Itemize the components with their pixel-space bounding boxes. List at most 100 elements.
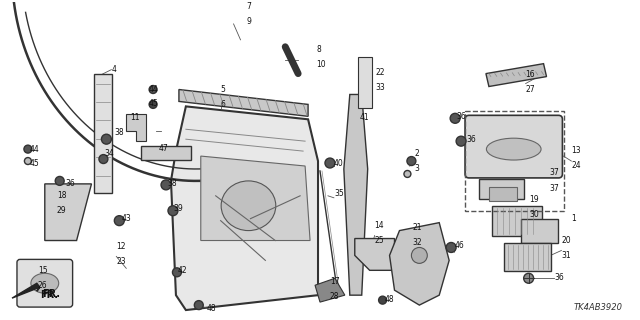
Circle shape xyxy=(325,158,335,168)
Polygon shape xyxy=(12,283,40,298)
Text: 47: 47 xyxy=(159,144,169,153)
Ellipse shape xyxy=(486,138,541,160)
Text: 18: 18 xyxy=(57,191,66,200)
Circle shape xyxy=(450,113,460,123)
Text: 40: 40 xyxy=(334,158,344,168)
Polygon shape xyxy=(171,106,318,310)
Text: 45: 45 xyxy=(149,99,159,108)
Bar xyxy=(504,244,552,271)
Text: 31: 31 xyxy=(561,252,571,260)
Text: 38: 38 xyxy=(115,128,124,137)
FancyBboxPatch shape xyxy=(465,115,563,178)
Polygon shape xyxy=(45,184,92,241)
Text: 23: 23 xyxy=(116,257,126,267)
Text: 20: 20 xyxy=(561,236,571,245)
Text: 2: 2 xyxy=(414,149,419,158)
Bar xyxy=(358,57,372,108)
Text: 37: 37 xyxy=(550,184,559,193)
Circle shape xyxy=(404,171,411,177)
Circle shape xyxy=(161,180,171,190)
Bar xyxy=(492,206,541,236)
Text: 5: 5 xyxy=(221,85,225,94)
Text: 24: 24 xyxy=(572,161,581,170)
Text: 10: 10 xyxy=(316,60,326,69)
Circle shape xyxy=(149,100,157,108)
Text: TK4AB3920: TK4AB3920 xyxy=(574,303,623,312)
Polygon shape xyxy=(201,156,310,241)
Text: 26: 26 xyxy=(38,281,47,290)
Text: 36: 36 xyxy=(456,112,466,121)
Text: 14: 14 xyxy=(374,220,384,229)
Circle shape xyxy=(412,247,428,263)
Text: 25: 25 xyxy=(374,236,384,244)
Text: 7: 7 xyxy=(246,2,252,11)
Text: 48: 48 xyxy=(207,304,216,313)
Polygon shape xyxy=(126,114,146,141)
Text: 28: 28 xyxy=(330,292,339,301)
Circle shape xyxy=(55,176,64,185)
Text: 6: 6 xyxy=(221,100,225,109)
Polygon shape xyxy=(344,94,368,295)
Text: 32: 32 xyxy=(412,237,422,246)
Text: 44: 44 xyxy=(30,145,40,154)
Text: 30: 30 xyxy=(530,210,540,219)
Bar xyxy=(479,179,524,199)
Bar xyxy=(95,74,113,193)
Text: 15: 15 xyxy=(38,266,47,275)
Circle shape xyxy=(149,85,157,93)
Polygon shape xyxy=(355,238,394,270)
Text: 34: 34 xyxy=(104,148,114,157)
Text: 9: 9 xyxy=(246,17,252,26)
Circle shape xyxy=(446,243,456,252)
Text: 36: 36 xyxy=(554,273,564,282)
Text: 35: 35 xyxy=(334,189,344,198)
Circle shape xyxy=(101,134,111,144)
Polygon shape xyxy=(486,64,547,86)
Text: 41: 41 xyxy=(360,113,369,122)
Circle shape xyxy=(524,273,534,283)
Text: 36: 36 xyxy=(466,135,476,144)
Text: 42: 42 xyxy=(178,266,188,275)
Text: 39: 39 xyxy=(173,204,182,213)
Ellipse shape xyxy=(31,273,59,293)
Text: 19: 19 xyxy=(530,195,540,204)
Text: 36: 36 xyxy=(66,180,76,188)
Text: 13: 13 xyxy=(572,146,581,155)
Text: 3: 3 xyxy=(414,164,419,173)
Circle shape xyxy=(24,145,32,153)
Text: 37: 37 xyxy=(550,168,559,178)
Text: 27: 27 xyxy=(525,84,535,93)
Circle shape xyxy=(168,206,178,216)
Circle shape xyxy=(195,300,204,309)
Ellipse shape xyxy=(221,181,276,231)
Text: 1: 1 xyxy=(572,214,576,223)
Bar xyxy=(141,146,191,160)
Text: 12: 12 xyxy=(116,243,126,252)
Polygon shape xyxy=(179,90,308,116)
Text: 16: 16 xyxy=(525,69,535,79)
Text: 44: 44 xyxy=(149,85,159,94)
FancyBboxPatch shape xyxy=(17,260,72,307)
Text: 46: 46 xyxy=(455,241,465,250)
Text: 4: 4 xyxy=(111,65,116,74)
Bar xyxy=(465,111,564,211)
Text: 48: 48 xyxy=(385,295,394,304)
Text: 21: 21 xyxy=(412,223,422,232)
Bar xyxy=(489,187,516,201)
Text: 43: 43 xyxy=(122,214,131,223)
Text: FR.: FR. xyxy=(42,289,60,299)
Text: 22: 22 xyxy=(376,68,385,76)
Text: 29: 29 xyxy=(57,206,67,215)
Text: 17: 17 xyxy=(330,277,340,286)
Circle shape xyxy=(99,155,108,164)
Circle shape xyxy=(24,157,31,164)
Circle shape xyxy=(456,136,466,146)
Circle shape xyxy=(379,296,387,304)
Bar xyxy=(521,219,559,244)
Text: 38: 38 xyxy=(167,180,177,188)
Text: 33: 33 xyxy=(376,83,385,92)
Circle shape xyxy=(407,156,416,165)
Text: 11: 11 xyxy=(130,113,140,122)
Polygon shape xyxy=(315,278,345,302)
Polygon shape xyxy=(390,223,449,305)
